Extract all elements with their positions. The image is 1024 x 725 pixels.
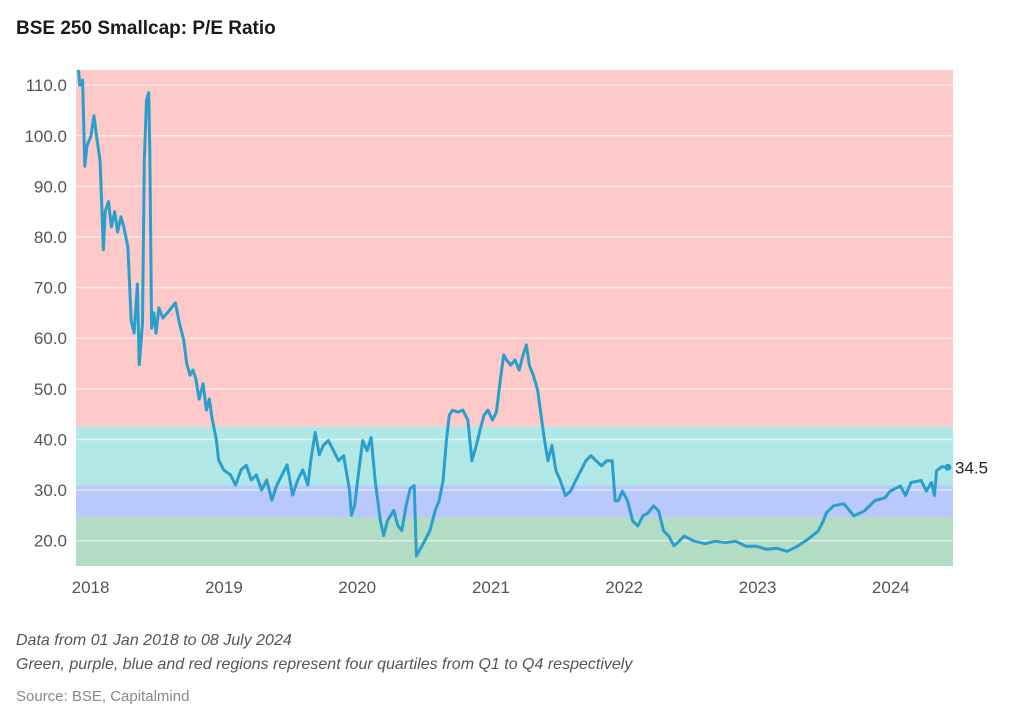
x-axis-ticks: 2018 2019 2020 2021 2022 2023 2024: [72, 578, 910, 597]
y-tick-label: 50.0: [34, 380, 67, 399]
date-range-note: Data from 01 Jan 2018 to 08 July 2024: [16, 632, 292, 649]
y-tick-label: 110.0: [26, 76, 67, 95]
y-tick-label: 20.0: [34, 532, 67, 551]
x-tick-label: 2022: [605, 578, 643, 597]
quartile-bands: [76, 70, 953, 566]
y-tick-label: 90.0: [34, 177, 67, 196]
pe-ratio-line: [77, 69, 949, 558]
y-axis-ticks: 20.0 30.0 40.0 50.0 60.0 70.0 80.0 90.0 100.0 110…: [24, 76, 67, 551]
chart-title: BSE 250 Smallcap: P/E Ratio: [16, 18, 276, 39]
y-tick-label: 30.0: [34, 481, 67, 500]
x-tick-label: 2018: [72, 578, 110, 597]
band-q4: [76, 70, 953, 427]
y-tick-label: 60.0: [34, 329, 67, 348]
y-tick-label: 80.0: [34, 228, 67, 247]
x-tick-label: 2019: [205, 578, 243, 597]
source-note: Source: BSE, Capitalmind: [16, 688, 190, 705]
band-q3: [76, 426, 953, 486]
gridlines: [76, 84, 953, 542]
last-value-label: 34.5: [955, 458, 988, 477]
x-tick-label: 2021: [472, 578, 510, 597]
y-tick-label: 40.0: [34, 430, 67, 449]
y-tick-label: 70.0: [34, 279, 67, 298]
last-value-marker: [944, 463, 952, 471]
x-tick-label: 2023: [739, 578, 777, 597]
x-tick-label: 2024: [872, 578, 910, 597]
y-tick-label: 100.0: [24, 127, 67, 146]
quartile-note: Green, purple, blue and red regions repr…: [16, 656, 633, 673]
x-tick-label: 2020: [338, 578, 376, 597]
band-q2: [76, 485, 953, 518]
